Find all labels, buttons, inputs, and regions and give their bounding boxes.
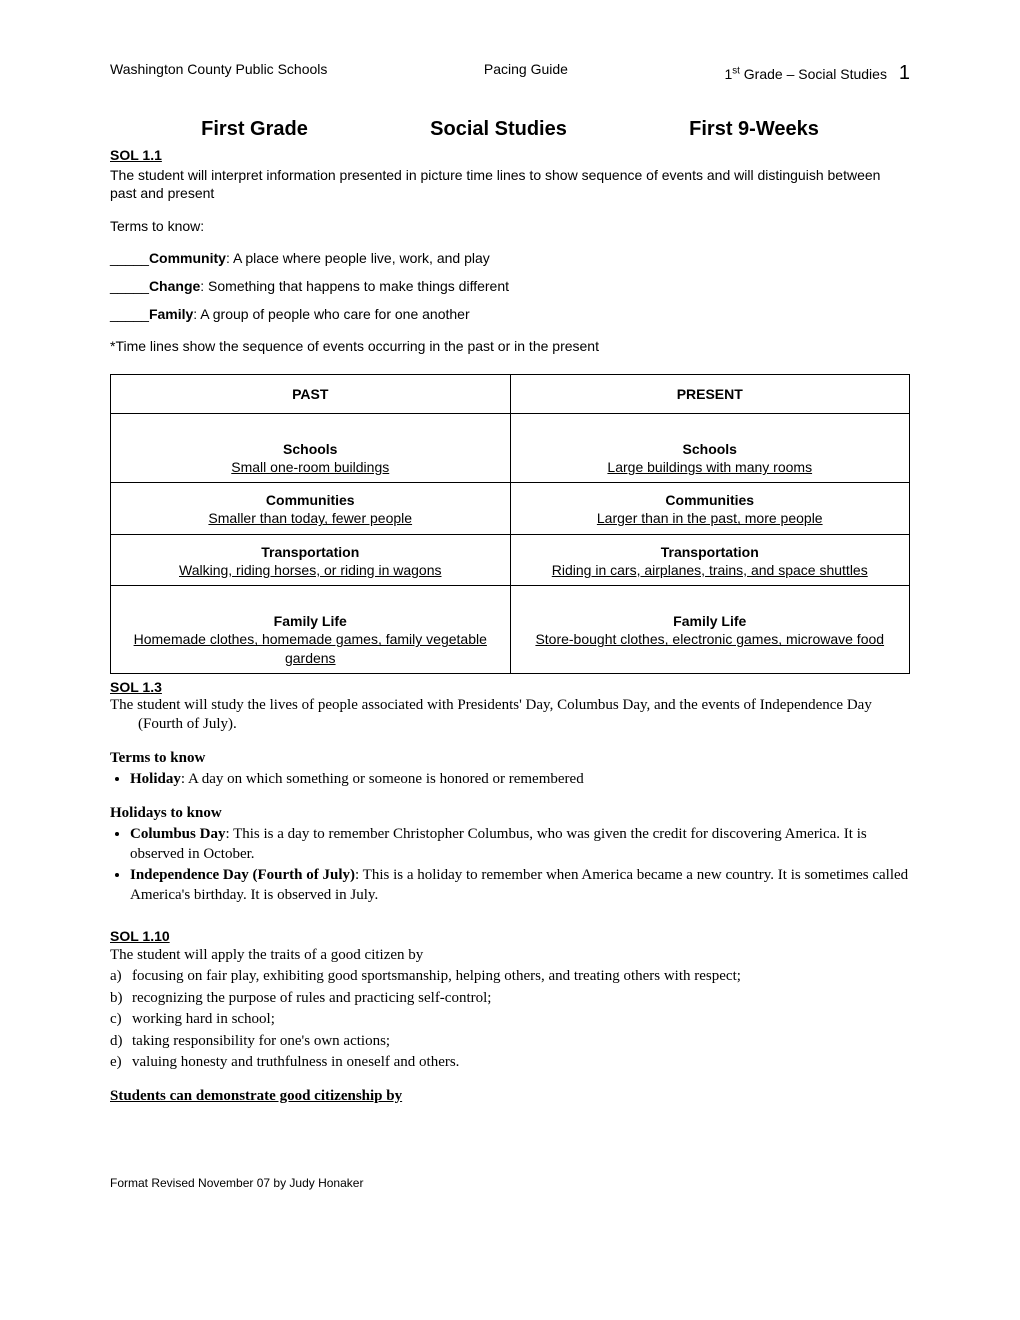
sol-1-3: SOL 1.3 The student will study the lives… (110, 678, 910, 906)
table-row: Family LifeHomemade clothes, homemade ga… (111, 586, 910, 674)
cell-body: Small one-room buildings (121, 458, 500, 476)
sol-1-1-heading: SOL 1.1 (110, 146, 910, 164)
header-left: Washington County Public Schools (110, 60, 327, 86)
present-cell: SchoolsLarge buildings with many rooms (510, 413, 910, 483)
page-footer: Format Revised November 07 by Judy Honak… (110, 1176, 910, 1192)
cell-body: Store-bought clothes, electronic games, … (521, 630, 900, 648)
term-name: Change (149, 278, 200, 294)
title-grade: First Grade (201, 116, 308, 142)
trait-d: d)taking responsibility for one's own ac… (110, 1032, 910, 1052)
term-def: : A day on which something or someone is… (181, 771, 584, 787)
header-center: Pacing Guide (484, 60, 568, 86)
table-head-present: PRESENT (510, 374, 910, 413)
header-ordinal: st (732, 65, 740, 76)
term-family: _____Family: A group of people who care … (110, 305, 910, 323)
trait-c: c)working hard in school; (110, 1010, 910, 1030)
text: working hard in school; (132, 1011, 275, 1027)
text: recognizing the purpose of rules and pra… (132, 990, 491, 1006)
cell-body: Large buildings with many rooms (521, 458, 900, 476)
table-row: CommunitiesSmaller than today, fewer peo… (111, 483, 910, 534)
term-name: Family (149, 306, 193, 322)
term-name: Community (149, 250, 226, 266)
citizenship-subhead: Students can demonstrate good citizenshi… (110, 1087, 910, 1107)
blank-line: _____ (110, 250, 149, 266)
label: a) (110, 967, 132, 987)
blank-line: _____ (110, 306, 149, 322)
terms-to-know-label: Terms to know: (110, 217, 910, 235)
text: valuing honesty and truthfulness in ones… (132, 1054, 459, 1070)
label: e) (110, 1053, 132, 1073)
past-cell: TransportationWalking, riding horses, or… (111, 534, 511, 585)
term-community: _____Community: A place where people liv… (110, 249, 910, 267)
sol-1-10: SOL 1.10 The student will apply the trai… (110, 927, 910, 1106)
term-holiday: Holiday: A day on which something or som… (130, 770, 910, 790)
term-change: _____Change: Something that happens to m… (110, 277, 910, 295)
header-right: 1st Grade – Social Studies 1 (724, 60, 910, 86)
sol-1-1-body: The student will interpret information p… (110, 166, 910, 202)
terms-list: Holiday: A day on which something or som… (110, 770, 910, 790)
cell-body: Walking, riding horses, or riding in wag… (121, 561, 500, 579)
term-def: : A group of people who care for one ano… (193, 306, 469, 322)
table-row: SchoolsSmall one-room buildings SchoolsL… (111, 413, 910, 483)
sol-1-3-body: The student will study the lives of peop… (110, 696, 910, 735)
cell-body: Smaller than today, fewer people (121, 509, 500, 527)
cell-body: Larger than in the past, more people (521, 509, 900, 527)
cell-body: Homemade clothes, homemade games, family… (121, 630, 500, 666)
holiday-independence: Independence Day (Fourth of July): This … (130, 866, 910, 905)
page-number: 1 (899, 62, 910, 84)
past-present-table: PAST PRESENT SchoolsSmall one-room build… (110, 374, 910, 674)
title-subject: Social Studies (430, 116, 567, 142)
text: focusing on fair play, exhibiting good s… (132, 968, 741, 984)
blank-line: _____ (110, 278, 149, 294)
sol-1-10-heading: SOL 1.10 (110, 927, 910, 945)
terms-to-know-head: Terms to know (110, 749, 910, 769)
label: c) (110, 1010, 132, 1030)
holiday-def: : This is a day to remember Christopher … (130, 826, 867, 862)
cell-title: Schools (521, 440, 900, 458)
cell-title: Schools (121, 440, 500, 458)
timeline-note: *Time lines show the sequence of events … (110, 337, 910, 355)
sol-1-3-heading: SOL 1.3 (110, 678, 910, 696)
holiday-columbus: Columbus Day: This is a day to remember … (130, 825, 910, 864)
sol-1-1: SOL 1.1 The student will interpret infor… (110, 146, 910, 674)
label: d) (110, 1032, 132, 1052)
cell-title: Communities (121, 491, 500, 509)
header-subject: Grade – Social Studies (740, 66, 887, 82)
holiday-name: Independence Day (Fourth of July) (130, 867, 355, 883)
cell-title: Family Life (521, 612, 900, 630)
citizen-traits-list: a)focusing on fair play, exhibiting good… (110, 967, 910, 1073)
present-cell: Family LifeStore-bought clothes, electro… (510, 586, 910, 674)
sol-1-3-body-text: The student will study the lives of peop… (110, 696, 910, 735)
table-head-past: PAST (111, 374, 511, 413)
cell-title: Family Life (121, 612, 500, 630)
trait-a: a)focusing on fair play, exhibiting good… (110, 967, 910, 987)
holidays-head: Holidays to know (110, 804, 910, 824)
cell-title: Transportation (121, 543, 500, 561)
cell-title: Transportation (521, 543, 900, 561)
holiday-name: Columbus Day (130, 826, 225, 842)
past-cell: Family LifeHomemade clothes, homemade ga… (111, 586, 511, 674)
title-period: First 9-Weeks (689, 116, 819, 142)
title-row: First Grade Social Studies First 9-Weeks (110, 116, 910, 142)
trait-e: e)valuing honesty and truthfulness in on… (110, 1053, 910, 1073)
page-header: Washington County Public Schools Pacing … (110, 60, 910, 86)
table-row: TransportationWalking, riding horses, or… (111, 534, 910, 585)
sol-1-10-body: The student will apply the traits of a g… (110, 946, 910, 966)
label: b) (110, 989, 132, 1009)
cell-title: Communities (521, 491, 900, 509)
term-def: : Something that happens to make things … (200, 278, 509, 294)
trait-b: b)recognizing the purpose of rules and p… (110, 989, 910, 1009)
present-cell: TransportationRiding in cars, airplanes,… (510, 534, 910, 585)
cell-body: Riding in cars, airplanes, trains, and s… (521, 561, 900, 579)
past-cell: CommunitiesSmaller than today, fewer peo… (111, 483, 511, 534)
term-def: : A place where people live, work, and p… (226, 250, 490, 266)
text: taking responsibility for one's own acti… (132, 1033, 390, 1049)
holidays-list: Columbus Day: This is a day to remember … (110, 825, 910, 905)
present-cell: CommunitiesLarger than in the past, more… (510, 483, 910, 534)
past-cell: SchoolsSmall one-room buildings (111, 413, 511, 483)
term-name: Holiday (130, 771, 181, 787)
